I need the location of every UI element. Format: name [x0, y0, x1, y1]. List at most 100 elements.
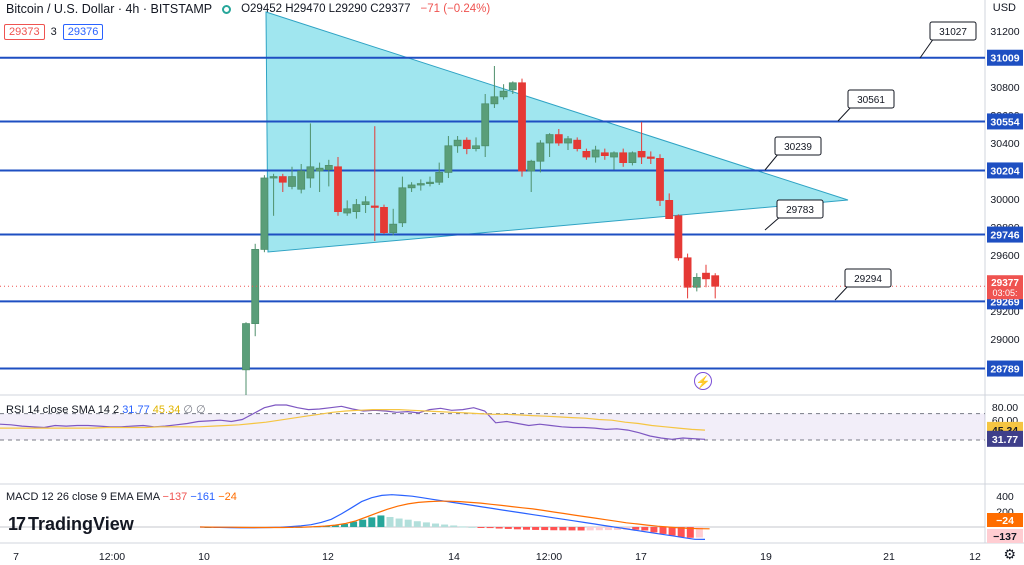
level-price-tag: [987, 226, 1023, 243]
price-change: −71 (−0.24%): [420, 3, 491, 15]
candle-body: [278, 176, 287, 183]
candle-body: [297, 170, 306, 190]
candle-body: [499, 90, 508, 98]
macd-line-value: −161: [190, 491, 216, 503]
macd-histogram-bar: [604, 527, 612, 531]
candle-body: [692, 276, 701, 288]
macd-histogram-bar: [513, 527, 521, 530]
candlestick-series: [0, 66, 985, 395]
price-note[interactable]: 29294: [834, 268, 892, 301]
level-price-label: 30554: [990, 116, 1019, 128]
macd-histogram-bar: [441, 524, 449, 527]
candle-body: [472, 145, 480, 150]
tradingview-logo[interactable]: 17 TradingView: [8, 514, 134, 535]
candle-body: [370, 205, 379, 208]
rsi-band: [0, 413, 985, 440]
candle-body: [554, 134, 563, 144]
note-text: 31027: [939, 27, 967, 38]
note-box: [847, 89, 895, 109]
time-tick-label: 21: [883, 551, 895, 563]
macd-histogram-bar: [404, 519, 412, 527]
price-tick-label: 31200: [990, 26, 1019, 38]
candle-body: [656, 157, 664, 201]
price-axis: 3120031000308003060030400302003000029800…: [987, 26, 1023, 543]
macd-histogram-bar: [468, 526, 476, 528]
macd-histogram-bar: [422, 522, 430, 527]
level-price-label: 28789: [990, 364, 1019, 376]
macd-histogram-bar: [450, 525, 458, 527]
macd-value-tag: [987, 513, 1023, 527]
price-tick-label: 30800: [990, 82, 1019, 94]
candle-body: [334, 166, 342, 213]
macd-histogram-bar: [614, 527, 621, 530]
macd-signal-value: −24: [218, 491, 237, 503]
price-tick-label: 29000: [990, 334, 1019, 346]
last-price-label: 29377: [991, 278, 1019, 289]
level-price-tag: [987, 162, 1023, 179]
macd-histogram-bar: [350, 521, 358, 527]
price-note[interactable]: 29783: [764, 199, 824, 231]
candle-body: [251, 248, 260, 324]
time-tick-label: 19: [760, 551, 772, 563]
price-annotations[interactable]: 31027 30561 30239 29783 29294: [764, 21, 977, 301]
macd-histogram-bar: [686, 527, 694, 538]
macd-histogram-bar: [486, 527, 494, 529]
note-pointer: [919, 37, 935, 59]
ask-price[interactable]: 29376: [62, 24, 104, 40]
candle-body: [646, 156, 655, 159]
note-text: 29783: [786, 205, 814, 216]
candle-body: [380, 206, 388, 233]
price-note[interactable]: 31027: [919, 21, 977, 59]
macd-value-tag: [987, 529, 1023, 543]
level-price-tag: [987, 113, 1023, 130]
candle-body: [600, 152, 609, 157]
settings-gear-icon[interactable]: ⚙: [1003, 546, 1016, 562]
rsi-empty-values: ∅ ∅: [183, 404, 206, 416]
macd-histogram-bar: [504, 527, 512, 529]
price-note[interactable]: 30239: [764, 136, 822, 171]
last-price-tag: [987, 275, 1023, 300]
candle-body: [683, 257, 692, 288]
rsi-sma-line: [0, 409, 706, 431]
flash-icon[interactable]: ⚡: [694, 372, 712, 390]
macd-histogram-bar: [413, 521, 421, 527]
candle-body: [398, 187, 407, 224]
candle-body: [545, 134, 554, 144]
time-tick-label: 12:00: [536, 551, 562, 563]
candle-body: [361, 201, 370, 206]
candle-body: [508, 82, 517, 91]
macd-histogram-bar: [359, 519, 367, 527]
macd-histogram-bar: [595, 527, 603, 531]
candle-body: [389, 223, 398, 233]
macd-histogram-bar: [432, 523, 439, 527]
time-tick-label: 12: [322, 551, 334, 563]
candle-body: [490, 96, 499, 105]
rsi-value-label: 31.77: [992, 434, 1018, 446]
macd-legend: MACD 12 26 close 9 EMA EMA −137 −161 −24: [6, 491, 237, 503]
rsi-value: 31.77: [122, 404, 150, 416]
macd-histogram-bar: [650, 527, 658, 533]
level-price-label: 31009: [990, 53, 1019, 65]
rsi-pane: [0, 404, 985, 441]
candle-body: [444, 145, 453, 173]
price-note[interactable]: 30561: [837, 89, 895, 122]
candle-body: [564, 138, 572, 144]
symbol-title[interactable]: Bitcoin / U.S. Dollar · 4h · BITSTAMP: [6, 2, 213, 16]
rsi-tick-label: 80.00: [992, 402, 1018, 414]
macd-value-label: −24: [996, 515, 1014, 527]
note-pointer: [834, 284, 850, 301]
macd-histogram-bar: [550, 527, 558, 531]
rsi-legend: RSI 14 close SMA 14 2 31.77 45.34 ∅ ∅: [6, 403, 206, 416]
bid-price[interactable]: 29373: [4, 24, 45, 40]
macd-histogram-bar: [659, 527, 667, 534]
candle-body: [416, 183, 425, 186]
time-tick-label: 10: [198, 551, 210, 563]
macd-name: MACD 12 26 close 9 EMA EMA: [6, 491, 160, 503]
currency-label[interactable]: USD: [992, 2, 1016, 14]
candle-body: [324, 164, 333, 170]
macd-histogram-bar: [477, 527, 485, 528]
macd-histogram-bar: [677, 527, 685, 538]
candle-body: [269, 176, 278, 179]
candle-body: [628, 152, 637, 164]
